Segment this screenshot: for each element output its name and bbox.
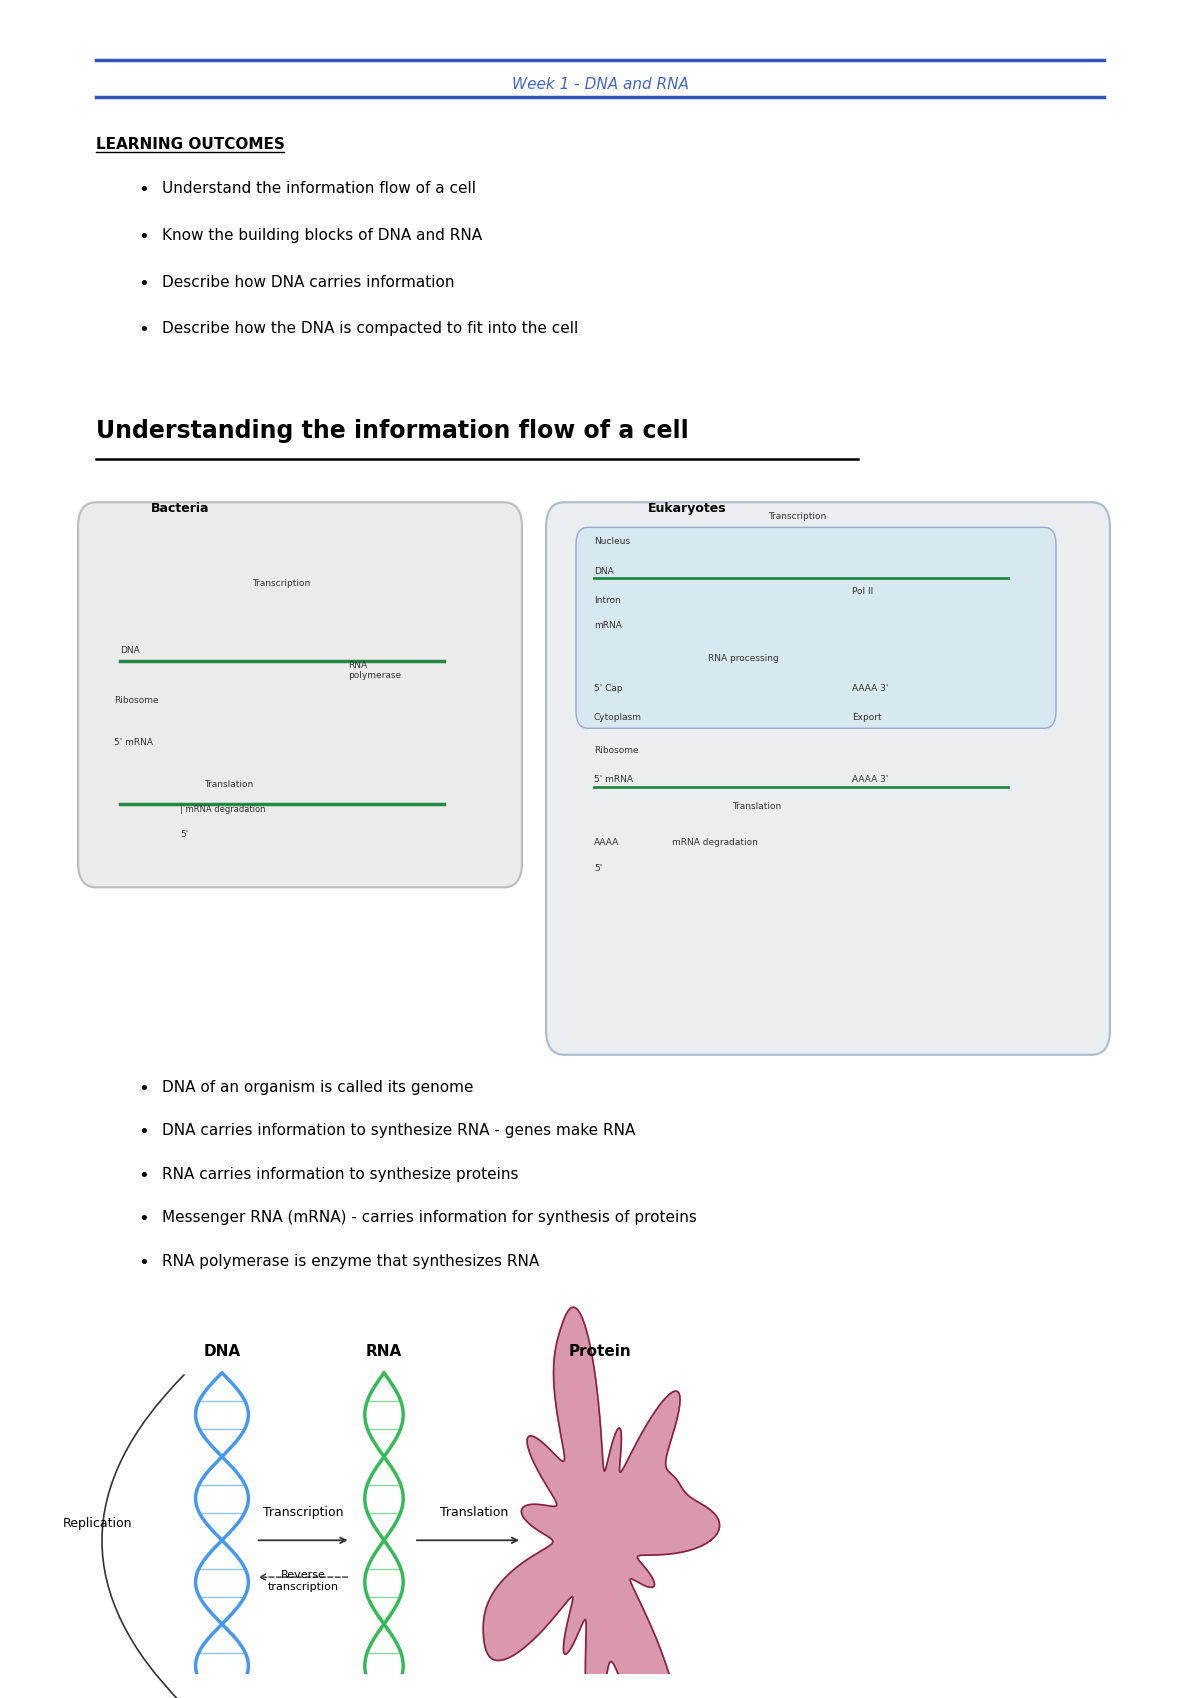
Text: Eukaryotes: Eukaryotes — [648, 503, 727, 514]
Text: mRNA: mRNA — [594, 621, 622, 630]
Text: •: • — [138, 321, 149, 340]
Text: RNA
polymerase: RNA polymerase — [348, 661, 401, 681]
Text: AAAA: AAAA — [594, 839, 619, 847]
Text: •: • — [138, 180, 149, 199]
Text: DNA carries information to synthesize RNA - genes make RNA: DNA carries information to synthesize RN… — [162, 1124, 635, 1138]
Text: Pol II: Pol II — [852, 588, 874, 596]
Text: Translation: Translation — [732, 801, 781, 810]
Text: Bacteria: Bacteria — [151, 503, 209, 514]
Text: Transcription: Transcription — [263, 1506, 343, 1518]
Text: Describe how DNA carries information: Describe how DNA carries information — [162, 275, 455, 290]
Text: Transcription: Transcription — [252, 579, 311, 588]
Text: 5': 5' — [180, 830, 188, 839]
Text: Know the building blocks of DNA and RNA: Know the building blocks of DNA and RNA — [162, 228, 482, 243]
Text: DNA: DNA — [594, 567, 613, 576]
Text: | mRNA degradation: | mRNA degradation — [180, 805, 265, 813]
Polygon shape — [484, 1307, 720, 1698]
Text: 5' mRNA: 5' mRNA — [594, 774, 634, 784]
Text: Nucleus: Nucleus — [594, 537, 630, 547]
Text: •: • — [138, 275, 149, 292]
Text: Ribosome: Ribosome — [114, 696, 158, 705]
Text: Describe how the DNA is compacted to fit into the cell: Describe how the DNA is compacted to fit… — [162, 321, 578, 336]
Text: 5' Cap: 5' Cap — [594, 684, 623, 693]
Text: 5' mRNA: 5' mRNA — [114, 739, 154, 747]
Text: Cytoplasm: Cytoplasm — [594, 713, 642, 722]
Text: RNA polymerase is enzyme that synthesizes RNA: RNA polymerase is enzyme that synthesize… — [162, 1255, 539, 1268]
Text: LEARNING OUTCOMES: LEARNING OUTCOMES — [96, 138, 284, 153]
FancyBboxPatch shape — [576, 528, 1056, 728]
Text: •: • — [138, 1167, 149, 1185]
Text: Understanding the information flow of a cell: Understanding the information flow of a … — [96, 418, 689, 443]
Text: •: • — [138, 1124, 149, 1141]
Text: •: • — [138, 228, 149, 246]
Text: •: • — [138, 1255, 149, 1272]
Text: RNA: RNA — [366, 1345, 402, 1360]
Text: Intron: Intron — [594, 596, 620, 604]
Text: Translation: Translation — [204, 779, 253, 790]
Text: Week 1 - DNA and RNA: Week 1 - DNA and RNA — [511, 76, 689, 92]
Text: AAAA 3': AAAA 3' — [852, 684, 888, 693]
Text: Translation: Translation — [440, 1506, 508, 1518]
Text: Reverse
transcription: Reverse transcription — [268, 1571, 338, 1593]
Text: RNA carries information to synthesize proteins: RNA carries information to synthesize pr… — [162, 1167, 518, 1182]
Text: AAAA 3': AAAA 3' — [852, 774, 888, 784]
Text: Messenger RNA (mRNA) - carries information for synthesis of proteins: Messenger RNA (mRNA) - carries informati… — [162, 1211, 697, 1226]
Text: RNA processing: RNA processing — [708, 654, 779, 664]
Text: Transcription: Transcription — [768, 513, 827, 521]
FancyBboxPatch shape — [546, 503, 1110, 1054]
Text: mRNA degradation: mRNA degradation — [672, 839, 758, 847]
Text: DNA: DNA — [120, 645, 139, 655]
Text: Protein: Protein — [569, 1345, 631, 1360]
Text: DNA of an organism is called its genome: DNA of an organism is called its genome — [162, 1080, 474, 1095]
Text: DNA: DNA — [204, 1345, 240, 1360]
Text: •: • — [138, 1080, 149, 1099]
Text: Understand the information flow of a cell: Understand the information flow of a cel… — [162, 180, 476, 195]
Text: •: • — [138, 1211, 149, 1228]
Text: Export: Export — [852, 713, 882, 722]
FancyBboxPatch shape — [78, 503, 522, 888]
Text: Ribosome: Ribosome — [594, 747, 638, 756]
Text: Replication: Replication — [62, 1516, 132, 1530]
Text: 5': 5' — [594, 864, 602, 873]
